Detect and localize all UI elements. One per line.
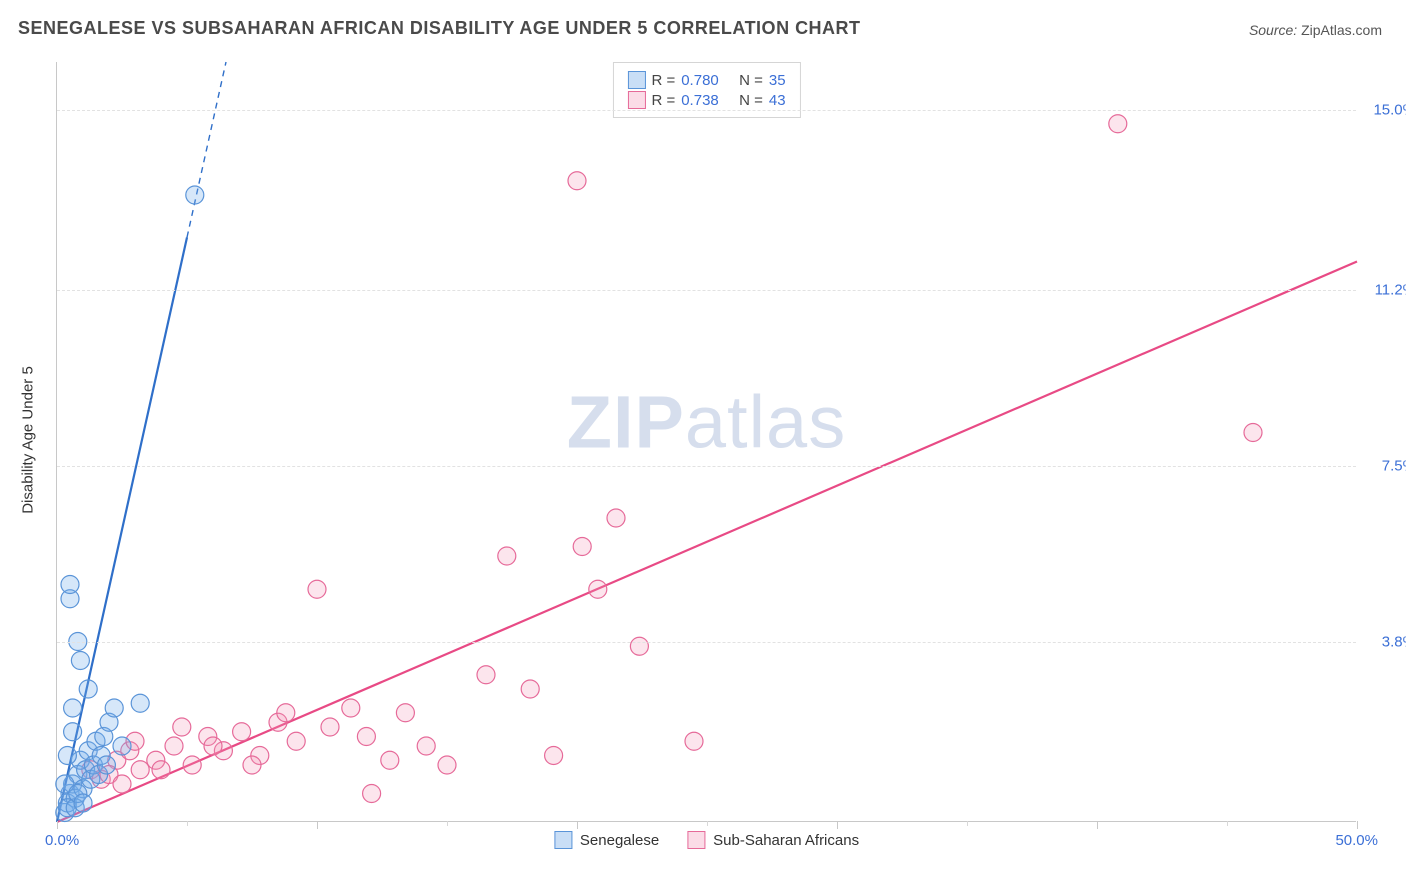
swatch-blue-icon	[554, 831, 572, 849]
data-point	[186, 186, 204, 204]
data-point	[277, 704, 295, 722]
stat-row-pink: R = 0.738 N = 43	[627, 91, 785, 109]
data-point	[321, 718, 339, 736]
x-tick-major	[1097, 821, 1098, 829]
data-point	[204, 737, 222, 755]
data-point	[545, 747, 563, 765]
data-point	[573, 538, 591, 556]
data-point	[1109, 115, 1127, 133]
chart-title: SENEGALESE VS SUBSAHARAN AFRICAN DISABIL…	[18, 18, 861, 39]
data-point	[58, 747, 76, 765]
gridline-h	[57, 290, 1356, 291]
trend-line	[57, 262, 1357, 823]
data-point	[363, 785, 381, 803]
x-tick-major	[837, 821, 838, 829]
data-point	[498, 547, 516, 565]
data-point	[589, 580, 607, 598]
data-point	[521, 680, 539, 698]
n-value-pink: 43	[769, 92, 786, 109]
legend-label-blue: Senegalese	[580, 832, 659, 849]
data-point	[79, 680, 97, 698]
x-tick-major	[577, 821, 578, 829]
x-tick-major	[1357, 821, 1358, 829]
scatter-svg	[57, 62, 1356, 821]
x-tick-minor	[967, 821, 968, 826]
data-point	[113, 737, 131, 755]
gridline-h	[57, 110, 1356, 111]
data-point	[381, 751, 399, 769]
swatch-blue-icon	[627, 71, 645, 89]
series-legend: Senegalese Sub-Saharan Africans	[554, 831, 859, 849]
r-value-pink: 0.738	[681, 92, 719, 109]
data-point	[357, 728, 375, 746]
data-point	[105, 699, 123, 717]
y-tick-label: 11.2%	[1375, 282, 1406, 299]
data-point	[61, 576, 79, 594]
data-point	[233, 723, 251, 741]
y-tick-label: 15.0%	[1373, 101, 1406, 118]
stat-row-blue: R = 0.780 N = 35	[627, 71, 785, 89]
data-point	[308, 580, 326, 598]
source-label: Source:	[1249, 22, 1297, 38]
data-point	[97, 756, 115, 774]
r-prefix: R =	[651, 72, 675, 89]
r-prefix: R =	[651, 92, 675, 109]
trend-line	[187, 62, 226, 237]
data-point	[165, 737, 183, 755]
data-point	[183, 756, 201, 774]
data-point	[173, 718, 191, 736]
data-point	[71, 652, 89, 670]
data-point	[342, 699, 360, 717]
x-tick-minor	[447, 821, 448, 826]
y-tick-label: 3.8%	[1382, 633, 1406, 650]
data-point	[64, 699, 82, 717]
legend-label-pink: Sub-Saharan Africans	[713, 832, 859, 849]
legend-item-blue: Senegalese	[554, 831, 659, 849]
data-point	[1244, 424, 1262, 442]
data-point	[64, 723, 82, 741]
swatch-pink-icon	[627, 91, 645, 109]
data-point	[287, 732, 305, 750]
data-point	[396, 704, 414, 722]
x-tick-major	[317, 821, 318, 829]
legend-item-pink: Sub-Saharan Africans	[687, 831, 859, 849]
x-tick-minor	[707, 821, 708, 826]
x-min-label: 0.0%	[45, 832, 79, 849]
source-attribution: Source: ZipAtlas.com	[1249, 22, 1382, 38]
data-point	[131, 761, 149, 779]
n-value-blue: 35	[769, 72, 786, 89]
data-point	[607, 509, 625, 527]
data-point	[152, 761, 170, 779]
x-tick-major	[57, 821, 58, 829]
gridline-h	[57, 466, 1356, 467]
swatch-pink-icon	[687, 831, 705, 849]
y-tick-label: 7.5%	[1382, 457, 1406, 474]
data-point	[630, 637, 648, 655]
data-point	[113, 775, 131, 793]
data-point	[438, 756, 456, 774]
source-name: ZipAtlas.com	[1301, 22, 1382, 38]
data-point	[131, 694, 149, 712]
y-axis-label: Disability Age Under 5	[20, 366, 37, 514]
r-value-blue: 0.780	[681, 72, 719, 89]
x-tick-minor	[187, 821, 188, 826]
n-prefix: N =	[739, 72, 763, 89]
data-point	[243, 756, 261, 774]
data-point	[568, 172, 586, 190]
x-tick-minor	[1227, 821, 1228, 826]
gridline-h	[57, 642, 1356, 643]
data-point	[74, 794, 92, 812]
data-point	[477, 666, 495, 684]
data-point	[417, 737, 435, 755]
x-max-label: 50.0%	[1335, 832, 1378, 849]
chart-plot-area: ZIPatlas R = 0.780 N = 35 R = 0.738 N = …	[56, 62, 1356, 822]
data-point	[685, 732, 703, 750]
n-prefix: N =	[739, 92, 763, 109]
